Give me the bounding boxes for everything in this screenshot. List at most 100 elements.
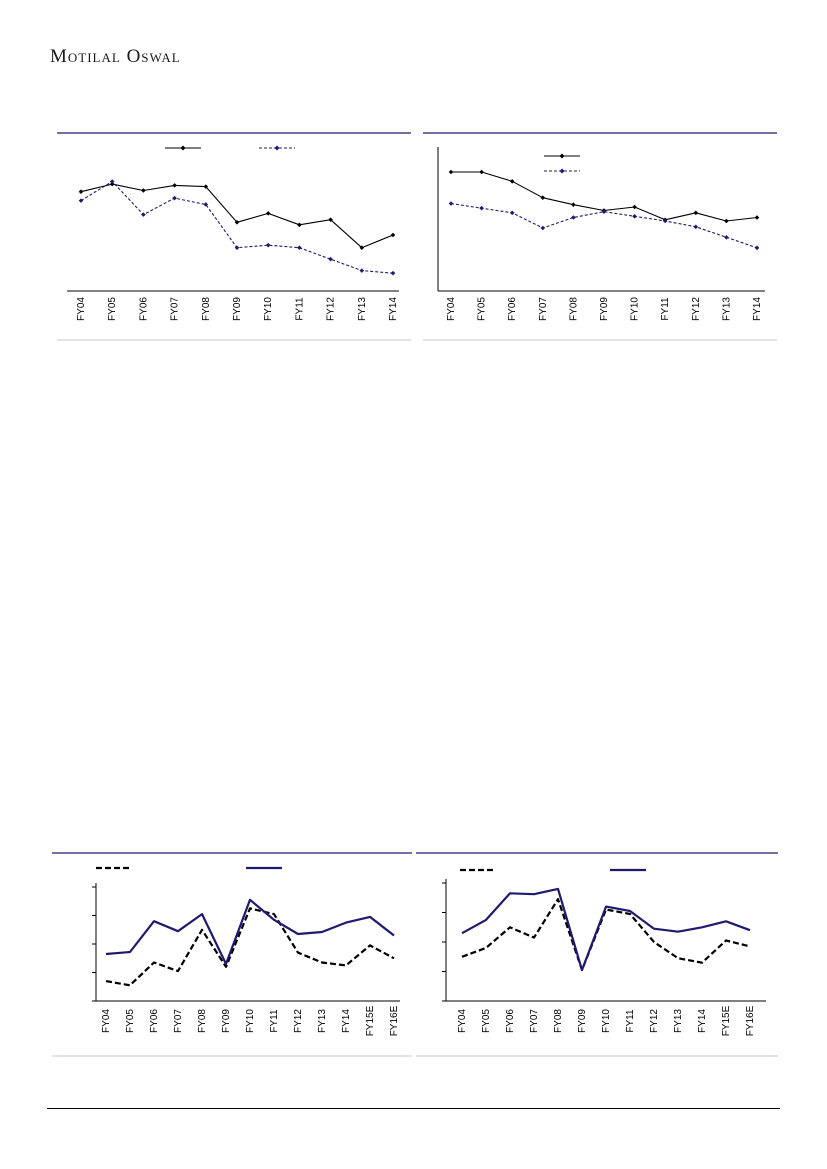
series-point: [203, 202, 209, 207]
x-tick-label: FY07: [529, 1009, 540, 1033]
series-point: [509, 179, 515, 184]
series-point: [662, 218, 668, 224]
x-tick-label: FY12: [293, 1009, 304, 1033]
x-tick-label: FY13: [673, 1009, 684, 1033]
series-point: [390, 270, 396, 276]
footer-rule: [47, 1108, 780, 1109]
series-point: [328, 256, 333, 262]
series-line: [80, 183, 394, 249]
x-tick-label: FY06: [505, 1009, 516, 1033]
x-tick-label: FY12: [326, 297, 337, 321]
x-tick-label: FY07: [173, 1009, 184, 1033]
x-tick-label: FY13: [721, 297, 732, 321]
x-tick-label: FY14: [697, 1009, 708, 1033]
series-point: [359, 245, 365, 251]
x-tick-label: FY14: [341, 1009, 352, 1033]
x-tick-label: FY15E: [365, 1005, 376, 1036]
chart-panel-top-left: FY04 FY05 FY06 FY07 FY08 FY09 FY10 FY11 FY12 FY13…: [57, 131, 411, 343]
x-tick-label: FY04: [76, 297, 87, 321]
line-chart-bottom-left: FY04 FY05 FY06 FY07 FY08 FY09 FY10 FY11 FY12 FY13…: [52, 852, 412, 1057]
x-tick-label: FY04: [457, 1009, 468, 1033]
series-point: [297, 245, 302, 251]
x-tick-label: FY13: [317, 1009, 328, 1033]
x-tick-label: FY16E: [745, 1005, 756, 1036]
series-line: [450, 202, 758, 249]
series-line: [461, 887, 751, 972]
series-point: [540, 225, 546, 231]
series-point: [448, 201, 454, 206]
line-chart-top-right: FY04 FY05 FY06 FY07 FY08 FY09 FY10 FY11 FY12 FY13…: [423, 132, 777, 341]
x-tick-label: FY10: [245, 1009, 256, 1033]
x-tick-label: FY08: [568, 297, 579, 321]
series-point: [693, 210, 699, 216]
series-point: [109, 179, 115, 184]
x-tick-label: FY08: [201, 297, 212, 321]
chart-panel-bottom-left: FY04 FY05 FY06 FY07 FY08 FY09 FY10 FY11 FY12 FY13…: [52, 851, 412, 1059]
x-tick-label: FY04: [101, 1009, 112, 1033]
series-line: [105, 898, 395, 966]
series-point: [141, 188, 146, 193]
series-point: [693, 224, 699, 230]
series-point: [328, 217, 333, 223]
series-point: [540, 195, 546, 200]
x-tick-label: FY16E: [389, 1005, 400, 1036]
brand-logo-text: Motilal Oswal: [50, 46, 181, 67]
x-tick-label: FY10: [601, 1009, 612, 1033]
x-tick-label: FY10: [630, 297, 641, 321]
series-point: [571, 202, 576, 207]
x-tick-label: FY06: [138, 297, 149, 321]
legend-marker: [274, 145, 280, 151]
series-point: [632, 214, 637, 219]
series-point: [78, 189, 84, 195]
series-point: [265, 242, 271, 248]
legend-marker: [180, 145, 186, 151]
x-tick-label: FY10: [263, 297, 274, 321]
series-point: [509, 210, 515, 216]
x-tick-label: FY05: [477, 297, 488, 321]
series-point: [172, 195, 177, 201]
series-point: [571, 215, 576, 220]
line-chart-top-left: FY04 FY05 FY06 FY07 FY08 FY09 FY10 FY11 FY12 FY13…: [57, 132, 411, 341]
x-tick-label: FY06: [149, 1009, 160, 1033]
x-tick-label: FY13: [357, 297, 368, 321]
series-point: [390, 232, 396, 238]
x-tick-label: FY12: [691, 297, 702, 321]
series-line: [105, 907, 395, 987]
series-point: [479, 169, 484, 175]
series-line: [461, 898, 751, 972]
x-tick-label: FY14: [752, 297, 763, 321]
x-tick-label: FY09: [599, 297, 610, 321]
series-point: [754, 245, 760, 251]
x-tick-label: FY11: [660, 297, 671, 321]
legend-marker: [559, 168, 565, 174]
x-tick-label: FY08: [553, 1009, 564, 1033]
chart-panel-top-right: FY04 FY05 FY06 FY07 FY08 FY09 FY10 FY11 FY12 FY13…: [423, 131, 777, 343]
line-chart-bottom-right: FY04 FY05 FY06 FY07 FY08 FY09 FY10 FY11 FY12 FY13…: [416, 852, 778, 1057]
x-tick-label: FY04: [446, 297, 457, 321]
x-tick-label: FY09: [232, 297, 243, 321]
x-tick-label: FY09: [577, 1009, 588, 1033]
series-point: [265, 211, 271, 216]
legend-marker: [559, 153, 565, 159]
x-tick-label: FY07: [538, 297, 549, 321]
series-point: [141, 212, 146, 217]
x-tick-label: FY11: [269, 1009, 280, 1033]
chart-panel-bottom-right: FY04 FY05 FY06 FY07 FY08 FY09 FY10 FY11 FY12 FY13…: [416, 851, 778, 1059]
series-point: [479, 205, 484, 211]
x-tick-label: FY05: [481, 1009, 492, 1033]
series-point: [172, 183, 177, 188]
series-point: [724, 235, 729, 240]
x-tick-label: FY07: [170, 297, 181, 321]
x-tick-label: FY08: [197, 1009, 208, 1033]
series-point: [632, 204, 637, 210]
x-tick-label: FY06: [507, 297, 518, 321]
x-tick-label: FY09: [221, 1009, 232, 1033]
x-tick-label: FY05: [107, 297, 118, 321]
x-tick-label: FY15E: [721, 1005, 732, 1036]
x-tick-label: FY11: [625, 1009, 636, 1033]
series-point: [297, 222, 302, 228]
series-point: [448, 169, 454, 175]
x-tick-label: FY11: [294, 297, 305, 321]
series-point: [359, 268, 365, 273]
series-point: [754, 215, 760, 220]
